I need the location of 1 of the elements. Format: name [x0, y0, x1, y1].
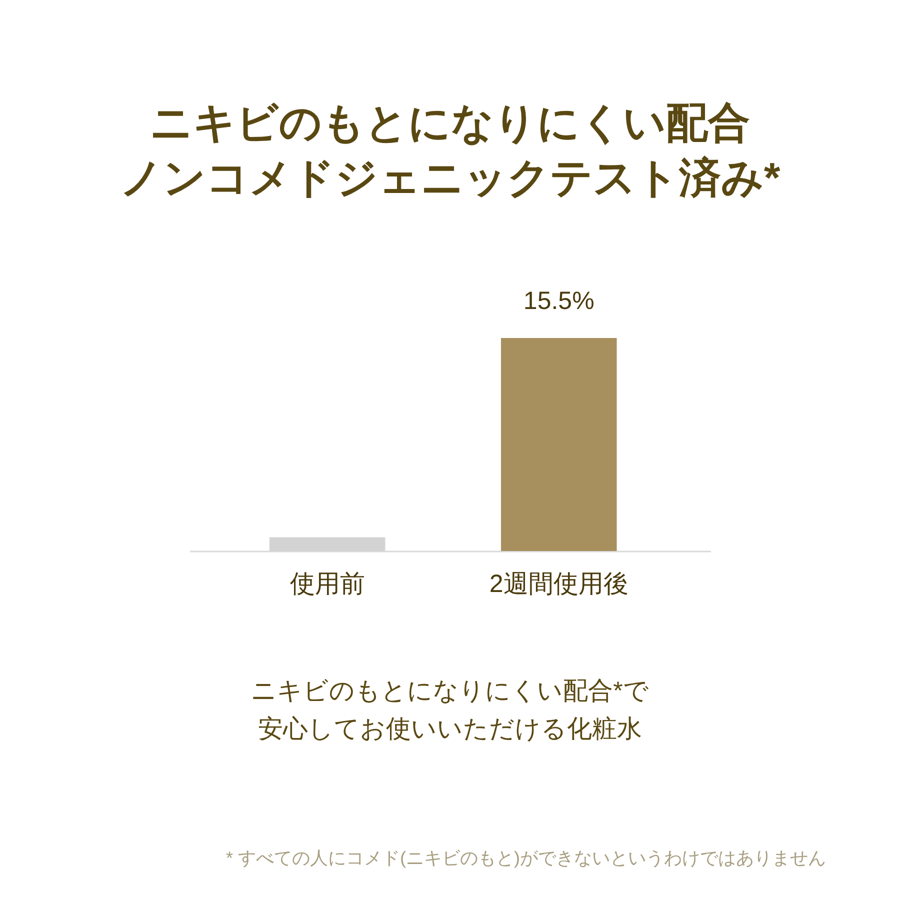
title: ニキビのもとになりにくい配合ノンコメドジェニックテスト済み* [120, 99, 780, 201]
